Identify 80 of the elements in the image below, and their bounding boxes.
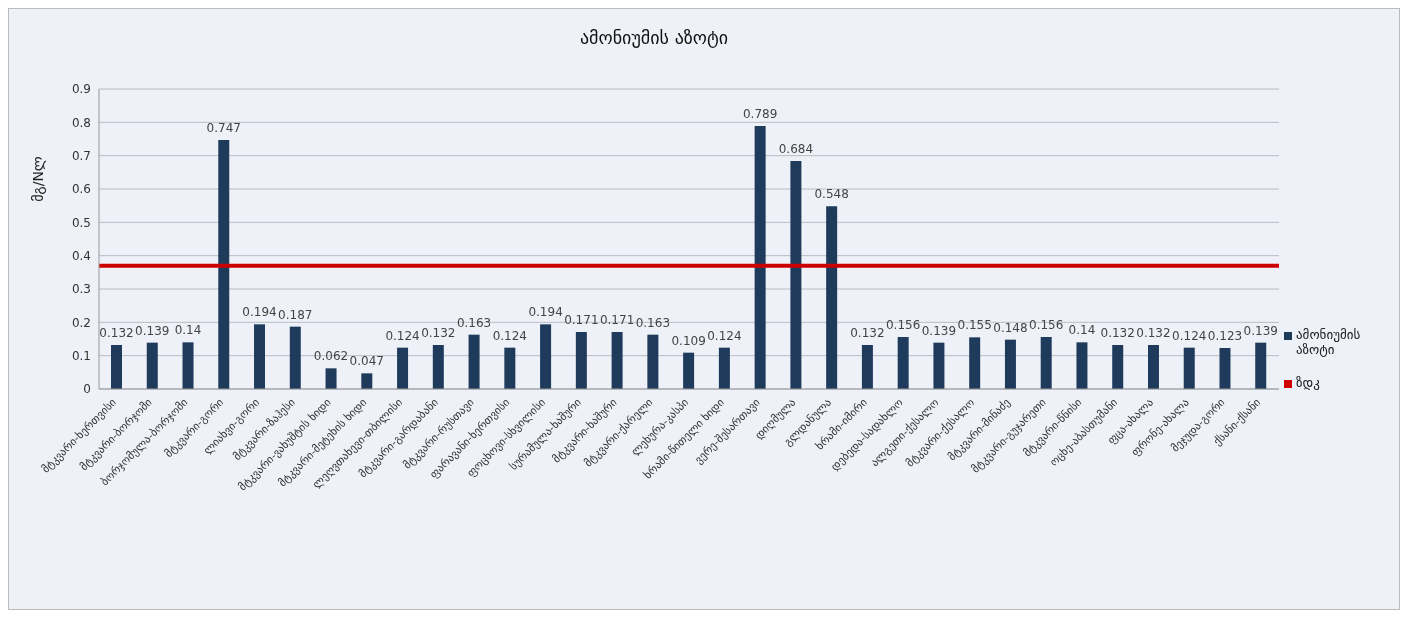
bar [182, 342, 194, 389]
bar [1255, 342, 1267, 389]
data-label: 0.139 [135, 323, 170, 338]
bar [432, 345, 444, 389]
y-tick-label: 0.3 [71, 282, 91, 297]
y-tick-label: 0.7 [71, 148, 91, 163]
data-label: 0.156 [885, 318, 921, 332]
bar [790, 161, 802, 389]
data-label: 0.132 [1100, 326, 1135, 340]
data-label: 0.156 [1029, 318, 1064, 332]
data-label: 0.132 [421, 326, 456, 340]
data-label: 0.132 [850, 326, 885, 340]
data-label: 0.14 [1068, 323, 1096, 338]
bar [1004, 339, 1016, 389]
bar [361, 373, 373, 389]
bar [897, 337, 909, 389]
bar [111, 345, 122, 389]
chart-title: ამონიუმის აზოტი [578, 27, 730, 48]
data-label: 0.132 [99, 326, 134, 340]
bar [969, 337, 981, 389]
bar [754, 126, 766, 389]
bar [289, 326, 301, 389]
data-label: 0.171 [564, 313, 599, 327]
data-label: 0.163 [456, 315, 492, 330]
data-label: 0.548 [814, 187, 849, 202]
y-tick-label: 0.1 [71, 348, 91, 363]
bar [1040, 337, 1052, 389]
bar [933, 342, 945, 389]
bar [1112, 345, 1124, 389]
data-label: 0.155 [957, 318, 992, 333]
bar [1147, 345, 1159, 389]
data-label: 0.789 [742, 107, 778, 121]
y-tick-label: 0.9 [71, 82, 91, 97]
data-label: 0.124 [492, 328, 528, 343]
legend-label: ამონიუმის აზოტი [1296, 327, 1362, 357]
data-label: 0.124 [385, 328, 420, 343]
data-label: 0.047 [349, 354, 384, 369]
data-label: 0.747 [206, 121, 241, 135]
data-label: 0.132 [1136, 326, 1171, 340]
bar [1183, 347, 1195, 389]
bar [826, 206, 838, 389]
bar [611, 332, 623, 389]
y-tick-label: 0.5 [71, 215, 91, 230]
y-axis-title: მგ/Nლ [29, 156, 46, 202]
y-tick-label: 0 [83, 382, 91, 397]
bar [718, 347, 730, 389]
y-tick-label: 0.4 [71, 248, 91, 263]
bar [647, 334, 659, 389]
legend-label: ზდკ [1296, 375, 1320, 390]
bar [683, 352, 695, 389]
data-label: 0.139 [921, 323, 957, 338]
bar [218, 140, 230, 389]
data-label: 0.187 [278, 307, 313, 322]
data-label: 0.684 [778, 142, 814, 156]
bar [146, 342, 158, 389]
bar [397, 347, 409, 389]
data-label: 0.194 [528, 305, 563, 320]
y-tick-label: 0.8 [71, 115, 91, 130]
data-label: 0.148 [993, 320, 1028, 335]
bar [1219, 348, 1231, 389]
data-label: 0.194 [242, 305, 277, 320]
y-tick-label: 0.2 [71, 315, 91, 330]
bar [575, 332, 587, 389]
bar [540, 324, 552, 389]
bar [861, 345, 873, 389]
data-label: 0.109 [671, 333, 706, 348]
bar [1076, 342, 1088, 389]
y-tick-label: 0.6 [71, 182, 91, 197]
bar [468, 334, 480, 389]
data-label: 0.123 [1207, 329, 1243, 343]
data-label: 0.139 [1243, 323, 1278, 338]
bar [325, 368, 337, 389]
bar [504, 347, 516, 389]
data-label: 0.171 [599, 313, 635, 327]
bar [254, 324, 266, 389]
data-label: 0.124 [707, 328, 742, 343]
data-label: 0.124 [1172, 328, 1207, 343]
data-label: 0.163 [635, 315, 671, 330]
data-label: 0.062 [313, 349, 349, 364]
data-label: 0.14 [174, 323, 202, 338]
